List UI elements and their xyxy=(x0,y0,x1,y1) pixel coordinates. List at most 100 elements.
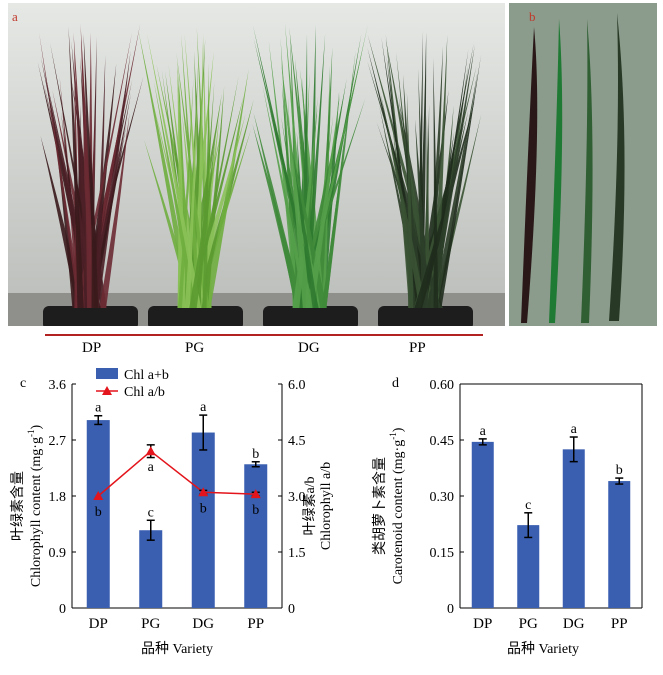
line-letter: b xyxy=(95,505,102,520)
pot-dg xyxy=(263,306,358,326)
x-tick-label: PP xyxy=(247,616,264,632)
y-axis-label-en-main: Carotenoid content (mg·g xyxy=(391,440,406,585)
plant-leaf xyxy=(433,58,439,309)
variety-label-pg: PG xyxy=(185,340,205,356)
bar-carotenoid xyxy=(471,441,494,608)
right-tick-label: 0 xyxy=(288,602,295,617)
x-tick-label: PP xyxy=(611,616,628,632)
right-tick-label: 6.0 xyxy=(288,378,306,393)
pot-pp xyxy=(378,306,473,326)
left-axis-label-sup: -1 xyxy=(26,430,36,438)
line-point xyxy=(250,489,261,499)
x-axis-label: 品种 Variety xyxy=(141,641,213,657)
right-tick-label: 4.5 xyxy=(288,434,306,449)
plant-leaf xyxy=(380,92,426,308)
y-axis-label-sup: -1 xyxy=(388,432,398,440)
bar-letter: a xyxy=(95,401,102,416)
bar-chl-ab xyxy=(244,464,268,608)
bar-carotenoid xyxy=(517,525,540,608)
leaf-dp xyxy=(521,27,538,323)
legend-label-bar: Chl a+b xyxy=(124,368,169,383)
plant-leaf xyxy=(314,47,333,308)
bar-letter: a xyxy=(571,422,578,437)
plant-leaf xyxy=(146,33,202,308)
plants-photo xyxy=(8,3,505,326)
line-point xyxy=(145,446,156,456)
left-tick-label: 0 xyxy=(59,602,66,617)
bar-chl-ab xyxy=(191,432,215,608)
line-letter: b xyxy=(200,501,207,516)
bar-carotenoid xyxy=(562,449,585,608)
y-axis-label-end: ) xyxy=(391,427,406,432)
leaf-pg xyxy=(549,19,563,323)
leaf-dg xyxy=(581,19,593,323)
x-tick-label: PG xyxy=(141,616,160,632)
x-axis-label: 品种 Variety xyxy=(507,641,579,657)
y-tick-label: 0.15 xyxy=(430,546,455,561)
x-tick-label: DP xyxy=(89,616,108,632)
chart-chlorophyll: 0 0.9 1.8 2.7 3.6 0 1.5 3.0 4.5 6.0 a c a b b a b b DP PG DG… xyxy=(10,368,334,657)
x-tick-label: DG xyxy=(192,616,214,632)
left-tick-label: 0.9 xyxy=(49,546,67,561)
left-tick-label: 2.7 xyxy=(49,434,67,449)
right-tick-label: 3.0 xyxy=(288,490,306,505)
plant-leaf xyxy=(414,119,429,308)
panel-label-b: b xyxy=(529,9,536,24)
bar-letter: a xyxy=(200,400,207,415)
right-axis-label-en: Chlorophyll a/b xyxy=(319,462,334,550)
plant-leaf xyxy=(93,55,106,309)
line-letter: b xyxy=(252,503,259,518)
y-tick-label: 0.60 xyxy=(430,378,455,393)
line-point xyxy=(93,491,104,500)
x-tick-label: PG xyxy=(519,616,538,632)
panel-label-a: a xyxy=(12,9,18,24)
left-axis-label-cn: 叶绿素含量 xyxy=(10,471,26,541)
bar-carotenoid xyxy=(608,481,631,608)
variety-label-pp: PP xyxy=(409,340,426,356)
bar-letter: c xyxy=(525,498,531,513)
bar-chl-ab xyxy=(139,530,163,608)
plant-leaf xyxy=(398,93,424,308)
right-tick-label: 1.5 xyxy=(288,546,306,561)
x-tick-label: DP xyxy=(473,616,492,632)
left-axis-label: 叶绿素含量 Chlorophyll content (mg·g-1) xyxy=(10,425,44,588)
y-tick-label: 0.45 xyxy=(430,434,455,449)
bar-letter: a xyxy=(480,424,487,439)
pot-dp xyxy=(43,306,138,326)
plant-leaf xyxy=(253,112,303,308)
plant-leaf xyxy=(89,131,99,308)
chart-carotenoid: 0 0.15 0.30 0.45 0.60 a c a b DP PG DG PP 品种 Variety d… xyxy=(372,376,643,657)
legend-marker xyxy=(102,386,112,395)
right-axis-label-cn: 叶绿素a/b xyxy=(302,476,318,535)
plant-leaf xyxy=(262,85,309,308)
pot-pg xyxy=(148,306,243,326)
plant-leaf xyxy=(318,65,330,308)
left-tick-label: 3.6 xyxy=(49,378,67,393)
legend-label-line: Chl a/b xyxy=(124,385,165,400)
line-chl-ratio xyxy=(97,450,256,497)
photo-panel-b: b xyxy=(509,3,657,326)
left-axis-label-end: ) xyxy=(29,425,44,430)
left-tick-label: 1.8 xyxy=(49,490,67,505)
line-letter: a xyxy=(148,460,155,475)
y-axis-label: 类胡萝卜素含量 Carotenoid content (mg·g-1) xyxy=(372,427,406,584)
left-axis-label-en: Chlorophyll content (mg·g-1) xyxy=(26,425,44,588)
x-tick-label: DG xyxy=(563,616,585,632)
panel-label-d: d xyxy=(392,376,399,391)
plant-leaf xyxy=(406,92,414,309)
right-axis-label: 叶绿素a/b Chlorophyll a/b xyxy=(302,462,334,550)
plant-leaf xyxy=(68,26,84,308)
bar-letter: b xyxy=(616,463,623,478)
line-point xyxy=(198,487,209,497)
bar-chl-ab xyxy=(86,420,110,608)
y-tick-label: 0.30 xyxy=(430,490,455,505)
bar-letter: c xyxy=(148,505,154,520)
panel-label-c: c xyxy=(20,376,26,391)
plant-leaf xyxy=(153,80,197,308)
y-axis-label-cn: 类胡萝卜素含量 xyxy=(372,457,388,555)
plant-leaf xyxy=(280,60,311,308)
left-axis-label-en-main: Chlorophyll content (mg·g xyxy=(29,437,44,587)
photo-panel-a: a xyxy=(8,3,505,326)
y-axis-label-en: Carotenoid content (mg·g-1) xyxy=(388,427,406,584)
bar-letter: b xyxy=(252,447,259,462)
